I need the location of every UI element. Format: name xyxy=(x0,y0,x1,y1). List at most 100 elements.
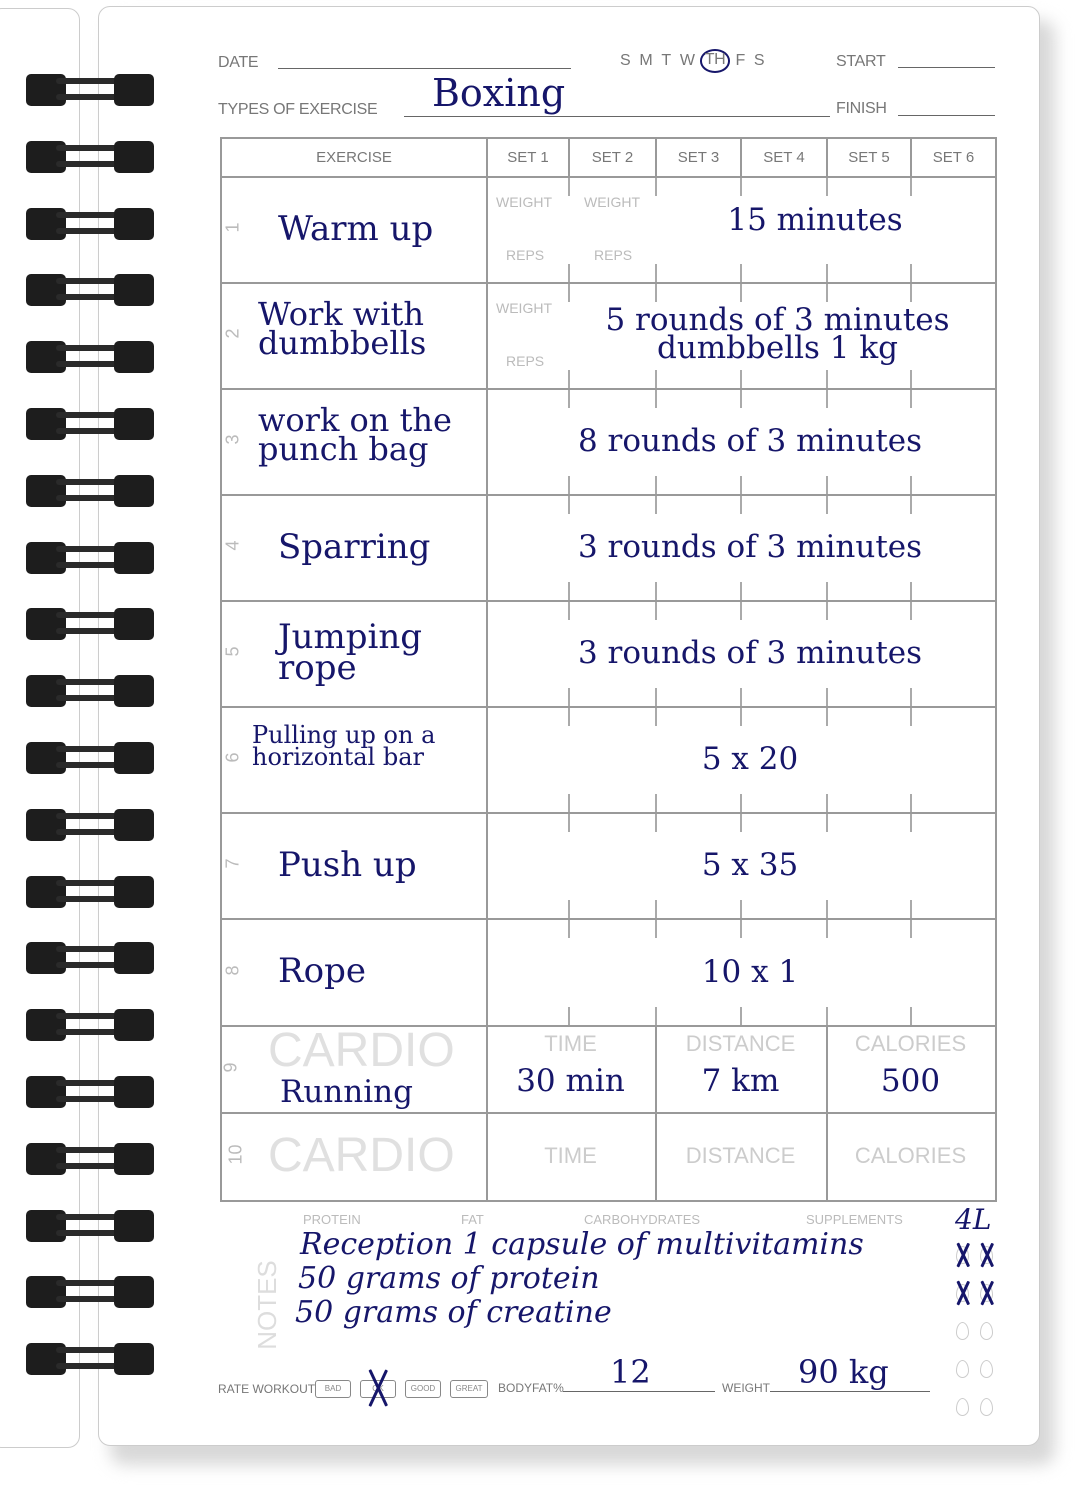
cardio-calories-value: 500 xyxy=(880,1063,941,1099)
row-number: 6 xyxy=(222,752,243,763)
row-number: 1 xyxy=(222,222,243,233)
water-drop-icon[interactable] xyxy=(980,1360,993,1378)
water-drop-icon[interactable] xyxy=(980,1322,993,1340)
spiral-ring xyxy=(26,74,154,106)
set-divider-tick xyxy=(740,264,742,282)
notebook-page xyxy=(98,6,1040,1446)
set-divider-tick xyxy=(740,794,742,812)
set-divider-tick xyxy=(655,370,657,388)
set-divider-tick xyxy=(655,900,657,918)
set-divider-tick xyxy=(826,582,828,600)
column-header: SET 5 xyxy=(826,137,912,178)
spiral-ring xyxy=(26,274,154,307)
row-number: 3 xyxy=(222,434,243,445)
set-divider-tick xyxy=(910,390,912,408)
set-divider-tick xyxy=(655,1007,657,1025)
rate-label: RATE WORKOUT xyxy=(218,1382,316,1396)
set-divider-tick xyxy=(826,688,828,706)
finish-field[interactable] xyxy=(898,115,995,116)
reps-label: REPS xyxy=(506,247,545,263)
set-divider-tick xyxy=(910,582,912,600)
spiral-ring xyxy=(26,742,154,774)
cardio-distance-label: DISTANCE xyxy=(685,1031,796,1056)
day-option[interactable]: S xyxy=(620,52,631,69)
set-divider-tick xyxy=(740,688,742,706)
set-divider-tick xyxy=(740,708,742,726)
set-divider-tick xyxy=(740,814,742,832)
sets-value: 3 rounds of 3 minutes xyxy=(577,635,923,671)
set-divider-tick xyxy=(740,178,742,196)
set-divider-tick xyxy=(568,920,570,938)
set-divider-tick xyxy=(740,476,742,494)
nutrition-column-label: PROTEIN xyxy=(303,1212,361,1227)
water-crossed-mark xyxy=(953,1280,973,1306)
date-field[interactable] xyxy=(278,68,571,69)
set-divider-tick xyxy=(910,920,912,938)
set-divider-tick xyxy=(568,1007,570,1025)
water-drop-icon[interactable] xyxy=(956,1322,969,1340)
set-divider-tick xyxy=(655,284,657,302)
bodyfat-label: BODYFAT% xyxy=(498,1381,564,1395)
column-header: SET 3 xyxy=(655,137,742,178)
set-divider-tick xyxy=(826,178,828,196)
spiral-ring xyxy=(26,1142,154,1175)
rating-great[interactable]: GREAT xyxy=(450,1380,488,1398)
start-field[interactable] xyxy=(898,67,995,68)
sets-value: 5 rounds of 3 minutes dumbbells 1 kg xyxy=(605,302,950,366)
set-divider-tick xyxy=(655,582,657,600)
column-header: SET 4 xyxy=(740,137,828,178)
start-label: START xyxy=(836,53,886,70)
exercise-name: Warm up xyxy=(278,208,434,249)
day-option[interactable]: M xyxy=(639,52,653,69)
day-option[interactable]: T xyxy=(661,52,671,69)
water-amount: 4L xyxy=(955,1203,992,1236)
set-divider-tick xyxy=(740,284,742,302)
water-drop-icon[interactable] xyxy=(956,1360,969,1378)
cardio-distance-value: 7 km xyxy=(701,1063,780,1099)
set-divider-tick xyxy=(826,476,828,494)
weight-field[interactable] xyxy=(770,1391,930,1392)
cardio-calories-cell[interactable] xyxy=(826,1112,997,1202)
weight-value: 90 kg xyxy=(798,1353,889,1391)
set-divider-tick xyxy=(826,390,828,408)
set-divider-tick xyxy=(826,602,828,620)
day-option[interactable]: F xyxy=(735,52,745,69)
cardio-time-label: TIME xyxy=(544,1143,597,1168)
set-divider-tick xyxy=(568,496,570,514)
finish-label: FINISH xyxy=(836,100,887,117)
day-option[interactable]: S xyxy=(753,52,765,69)
set-divider-tick xyxy=(910,602,912,620)
water-drop-icon[interactable] xyxy=(956,1398,969,1416)
weight-label: WEIGHT xyxy=(722,1381,770,1395)
set-divider-tick xyxy=(568,582,570,600)
set-divider-tick xyxy=(655,476,657,494)
set-divider-tick xyxy=(655,390,657,408)
reps-label: REPS xyxy=(594,247,633,263)
set-divider-tick xyxy=(826,1007,828,1025)
bodyfat-value: 12 xyxy=(610,1353,651,1391)
note-line-3: 50 grams of creatine xyxy=(295,1295,612,1330)
nutrition-column-label: FAT xyxy=(461,1212,484,1227)
set-divider-tick xyxy=(826,370,828,388)
spiral-ring xyxy=(26,1076,154,1108)
set-divider-tick xyxy=(826,708,828,726)
rating-good[interactable]: GOOD xyxy=(405,1380,441,1398)
set-divider-tick xyxy=(910,1007,912,1025)
set-divider-tick xyxy=(910,496,912,514)
row-number: 10 xyxy=(225,1144,246,1165)
spiral-ring xyxy=(26,875,154,908)
nutrition-column-label: SUPPLEMENTS xyxy=(806,1212,903,1227)
spiral-ring xyxy=(26,1343,154,1376)
day-option[interactable]: W xyxy=(679,52,695,69)
spiral-ring xyxy=(26,140,154,173)
set-divider-tick xyxy=(655,794,657,812)
water-drop-icon[interactable] xyxy=(980,1398,993,1416)
day-option[interactable]: TH xyxy=(699,49,731,73)
spiral-ring xyxy=(26,207,154,240)
set-divider-tick xyxy=(826,496,828,514)
bodyfat-field[interactable] xyxy=(563,1391,715,1392)
set-divider-tick xyxy=(655,178,657,196)
row-number: 8 xyxy=(222,964,243,976)
types-field[interactable] xyxy=(404,116,830,117)
rating-bad[interactable]: BAD xyxy=(315,1380,351,1398)
